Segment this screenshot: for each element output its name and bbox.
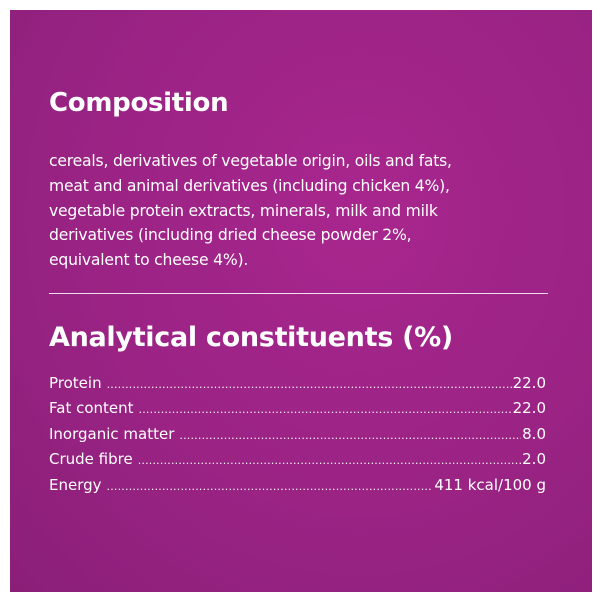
composition-line: vegetable protein extracts, minerals, mi…: [49, 201, 438, 220]
row-value: 8.0: [522, 424, 546, 443]
row-value: 22.0: [512, 374, 546, 392]
row-value: 22.0: [512, 399, 546, 418]
analytical-table: Protein 22.0 Fat content 22.0 Inorganic ma…: [49, 374, 546, 501]
row-label: Crude fibre: [49, 450, 133, 469]
composition-heading: Composition: [49, 88, 229, 118]
row-label: Fat content: [49, 399, 134, 418]
composition-line: cereals, derivatives of vegetable origin…: [49, 152, 452, 170]
row-value: 411 kcal/100 g: [434, 475, 546, 494]
analytical-heading: Analytical constituents (%): [49, 322, 453, 353]
row-label: Inorganic matter: [49, 424, 175, 443]
table-row: Inorganic matter 8.0: [49, 425, 546, 450]
dot-leader: [107, 378, 512, 391]
dot-leader: [179, 429, 521, 442]
table-row: Fat content 22.0: [49, 399, 546, 424]
info-panel: Composition cereals, derivatives of vege…: [10, 10, 592, 592]
section-divider: [49, 293, 548, 294]
row-value: 2.0: [522, 450, 546, 469]
composition-line: meat and animal derivatives (including c…: [49, 176, 450, 195]
dot-leader: [138, 454, 521, 467]
table-row: Protein 22.0: [49, 374, 546, 399]
table-row: Crude fibre 2.0: [49, 450, 546, 475]
table-row: Energy 411 kcal/100 g: [49, 476, 546, 501]
row-label: Protein: [49, 374, 102, 392]
composition-text: cereals, derivatives of vegetable origin…: [49, 149, 452, 273]
dot-leader: [139, 403, 512, 416]
row-label: Energy: [49, 475, 102, 494]
dot-leader: [107, 480, 434, 493]
composition-line: equivalent to cheese 4%).: [49, 251, 249, 270]
composition-line: derivatives (including dried cheese powd…: [49, 226, 412, 245]
